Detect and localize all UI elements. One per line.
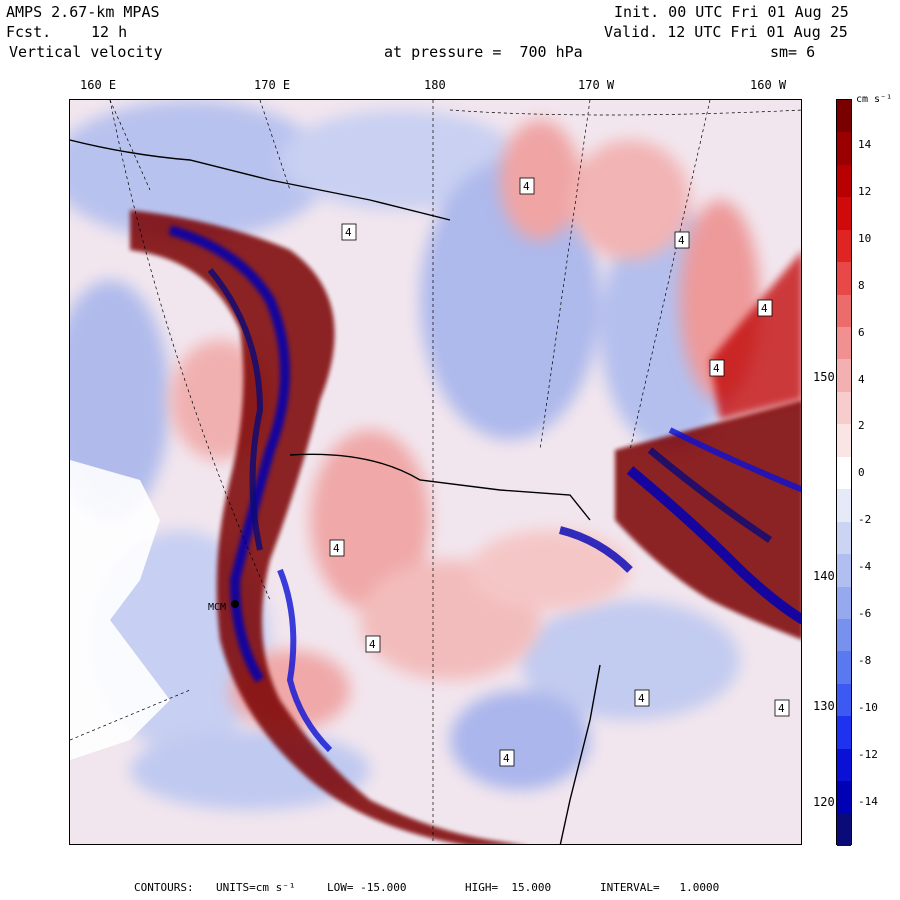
- colorbar-tick-label: 8: [858, 278, 865, 292]
- colorbar-tick-label: 14: [858, 138, 872, 151]
- colorbar-segment: [837, 683, 851, 717]
- colorbar-segment: [837, 424, 851, 458]
- colorbar-segment: [837, 651, 851, 685]
- map-svg: MCM 4 4 4 4 4 4 4 4 4 4: [70, 100, 801, 844]
- colorbar-segment: [837, 716, 851, 750]
- strong-eastern-band: [559, 252, 801, 640]
- lon-label-160w: 160 W: [750, 78, 787, 92]
- colorbar-segment: [837, 132, 851, 166]
- forecast-label: Fcst.: [6, 23, 52, 41]
- contour-label: 4: [369, 638, 376, 651]
- colorbar-segment: [837, 521, 851, 555]
- colorbar-segment: [837, 164, 851, 198]
- colorbar-segment: [837, 197, 851, 231]
- colorbar-segment: [837, 456, 851, 490]
- colorbar-segment: [837, 327, 851, 360]
- init-time: Init. 00 UTC Fri 01 Aug 25: [614, 3, 849, 21]
- no-data-region: [70, 460, 170, 760]
- valid-time: Valid. 12 UTC Fri 01 Aug 25: [604, 23, 848, 41]
- footer-low: LOW= -15.000: [327, 881, 407, 894]
- lon-label-170e: 170 E: [254, 78, 291, 92]
- strong-mountain-wave-band: [130, 210, 517, 844]
- contour-labels: 4 4 4 4 4 4 4 4 4 4: [329, 177, 790, 767]
- colorbar: [836, 99, 852, 847]
- colorbar-tick-label: 2: [858, 419, 865, 433]
- contour-label: 4: [523, 180, 530, 193]
- colorbar-tick-label: -12: [858, 747, 878, 761]
- contour-label: 4: [761, 302, 768, 315]
- colorbar-segment: [837, 748, 851, 782]
- colorbar-tick-label: -14: [858, 794, 878, 808]
- station-label: MCM: [208, 602, 226, 613]
- colorbar-unit: cm s⁻¹: [856, 94, 893, 105]
- lon-label-160e: 160 E: [80, 78, 117, 92]
- contour-label: 4: [778, 702, 785, 715]
- colorbar-segment: [837, 586, 851, 620]
- colorbar-tick-label: -2: [858, 513, 872, 527]
- lon-label-180: 180: [424, 78, 446, 92]
- colorbar-tick-label: 0: [858, 466, 865, 480]
- colorbar-segment: [837, 359, 851, 393]
- colorbar-segment: [837, 229, 851, 263]
- colorbar-tick-label: -4: [858, 560, 872, 574]
- smoothing: sm= 6: [770, 43, 816, 61]
- colorbar-segment: [837, 294, 851, 328]
- colorbar-tick-label: -10: [858, 700, 878, 714]
- station-marker: [231, 600, 239, 608]
- contour-label: 4: [713, 362, 720, 375]
- vertical-velocity-map[interactable]: MCM 4 4 4 4 4 4 4 4 4 4: [69, 99, 802, 845]
- contour-label: 4: [503, 752, 510, 765]
- lon-label-170w: 170 W: [578, 78, 615, 92]
- colorbar-tick-label: -8: [858, 653, 872, 667]
- graticule: [70, 100, 801, 844]
- colorbar-segment: [837, 100, 851, 133]
- colorbar-segment: [837, 781, 851, 815]
- colorbar-tick-label: 6: [858, 325, 865, 339]
- contour-label: 4: [333, 542, 340, 555]
- model-title: AMPS 2.67-km MPAS: [6, 3, 160, 21]
- colorbar-segment: [837, 262, 851, 296]
- forecast-hour: 12 h: [91, 23, 128, 41]
- field-name: Vertical velocity: [9, 43, 163, 61]
- footer-contours: CONTOURS:: [134, 881, 194, 894]
- footer-units: UNITS=cm s⁻¹: [216, 881, 296, 894]
- colorbar-segment: [837, 391, 851, 425]
- colorbar-tick-label: -6: [858, 607, 872, 620]
- contour-label: 4: [345, 226, 352, 239]
- footer-high: HIGH= 15.000: [465, 881, 552, 894]
- colorbar-segment: [837, 489, 851, 523]
- colorbar-segment: [837, 813, 851, 847]
- footer-interval: INTERVAL= 1.0000: [600, 881, 720, 894]
- colorbar-tick-label: 12: [858, 184, 872, 198]
- contour-label: 4: [678, 234, 685, 247]
- contour-label: 4: [638, 692, 645, 705]
- pressure-level: at pressure = 700 hPa: [384, 43, 583, 61]
- coastline: [70, 139, 601, 844]
- colorbar-tick-label: 4: [858, 372, 865, 386]
- colorbar-tick-label: 10: [858, 231, 872, 245]
- colorbar-segment: [837, 554, 851, 587]
- colorbar-segment: [837, 618, 851, 652]
